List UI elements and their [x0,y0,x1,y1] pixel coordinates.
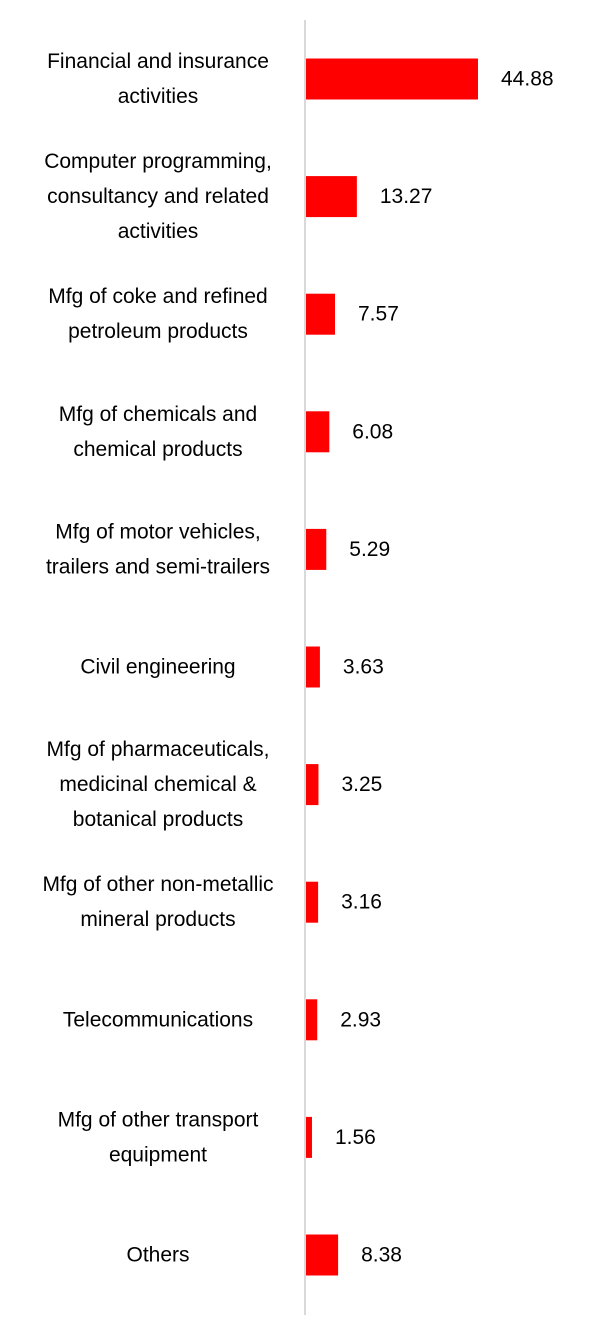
bar [306,176,357,218]
bar-value-label: 8.38 [361,1244,402,1267]
bar [306,1116,312,1158]
bar-value-label: 3.16 [341,891,382,914]
bar [306,1234,339,1276]
category-label: Telecommunications [63,1008,253,1031]
category-label: mineral products [80,908,235,931]
category-label: botanical products [73,808,243,831]
category-label: petroleum products [68,320,248,343]
category-label: trailers and semi-trailers [46,555,270,578]
category-labels-group: Financial and insurance activities Compute… [42,50,273,1267]
bar [306,293,336,335]
bar-value-label: 3.25 [341,773,382,796]
value-labels-group: 44.88 13.27 7.57 6.08 5.29 3.63 3.25 3.16 2.93 1.… [335,68,554,1267]
category-label: Computer programming, [44,150,272,173]
category-label: Others [126,1244,189,1267]
bars-group [306,58,478,1276]
bar-value-label: 7.57 [358,303,399,326]
category-label: Mfg of other non-metallic [42,873,273,896]
bar-value-label: 2.93 [340,1008,381,1031]
bar [306,999,318,1041]
category-label: equipment [109,1143,207,1166]
category-label: consultancy and related [47,185,269,208]
bar [306,881,319,923]
bar-value-label: 3.63 [343,656,384,679]
bar-value-label: 1.56 [335,1126,376,1149]
category-label: activities [118,85,199,108]
bar [306,764,319,806]
bar [306,646,320,688]
category-label: Mfg of pharmaceuticals, [47,738,270,761]
category-label: Mfg of motor vehicles, [55,520,260,543]
category-label: Mfg of chemicals and [59,403,257,426]
category-label: Mfg of coke and refined [48,285,267,308]
bar-value-label: 13.27 [380,185,433,208]
category-label: Civil engineering [80,656,235,679]
category-label: Mfg of other transport [58,1108,259,1131]
category-label: chemical products [73,438,242,461]
bar-value-label: 5.29 [349,538,390,561]
bar-value-label: 6.08 [352,420,393,443]
bar [306,58,478,100]
bar [306,411,330,453]
bar [306,528,327,570]
category-label: Financial and insurance [47,50,269,73]
category-label: medicinal chemical & [59,773,256,796]
category-label: activities [118,220,199,243]
bar-value-label: 44.88 [501,68,554,91]
